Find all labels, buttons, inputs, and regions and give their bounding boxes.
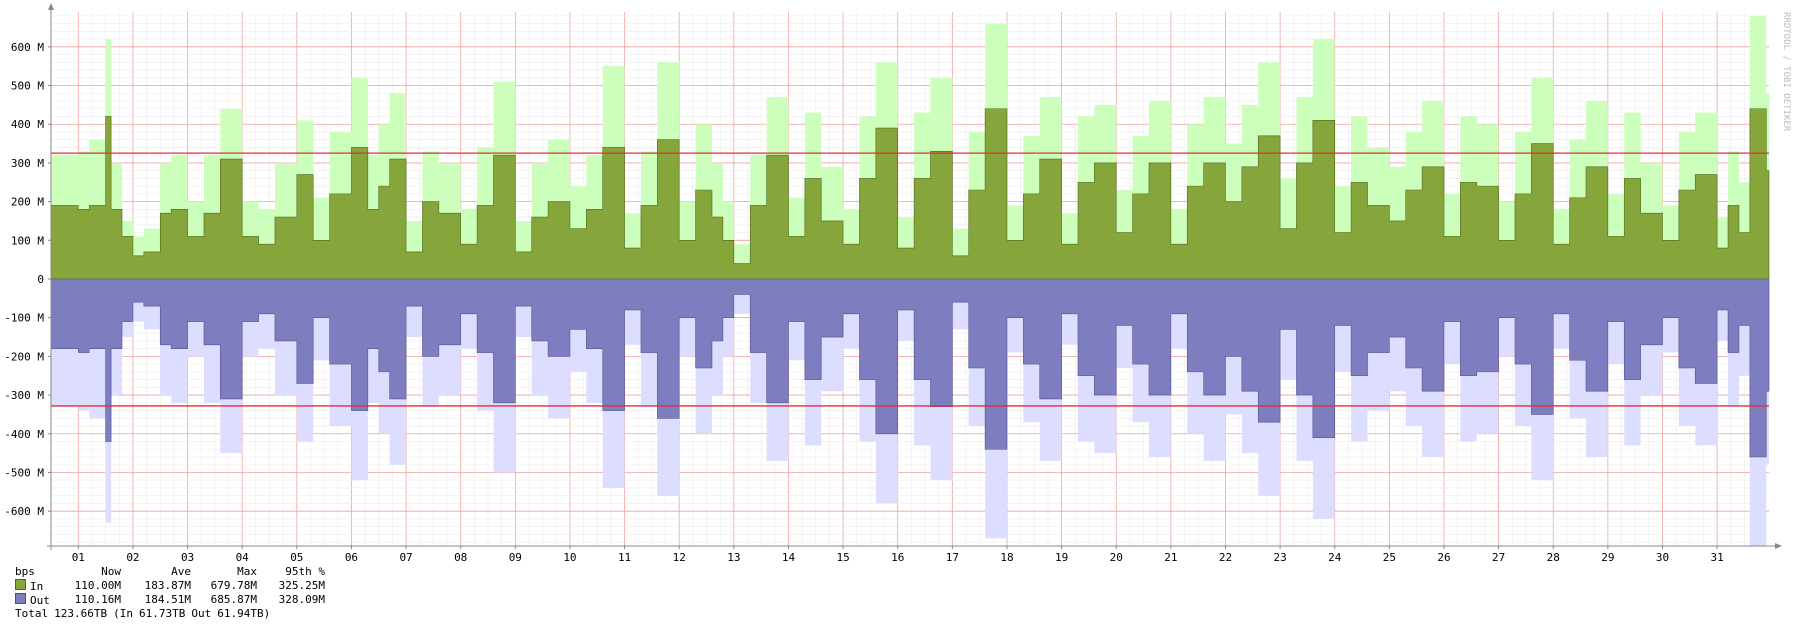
x-tick-label: 22 bbox=[1219, 551, 1232, 564]
y-axis-arrow bbox=[48, 3, 54, 10]
x-tick-label: 03 bbox=[181, 551, 194, 564]
x-tick-label: 17 bbox=[946, 551, 959, 564]
legend-in-p95: 325.25M bbox=[278, 579, 325, 592]
x-tick-label: 01 bbox=[72, 551, 85, 564]
y-tick-label: -600 M bbox=[4, 505, 44, 518]
legend-max-header: Max bbox=[237, 565, 257, 578]
y-tick-label: -500 M bbox=[4, 466, 44, 479]
legend-out-max: 685.87M bbox=[210, 593, 257, 606]
x-tick-label: 14 bbox=[782, 551, 796, 564]
x-tick-label: 23 bbox=[1273, 551, 1286, 564]
x-tick-label: 27 bbox=[1492, 551, 1505, 564]
legend-in-now: 110.00M bbox=[74, 579, 121, 592]
x-tick-label: 29 bbox=[1601, 551, 1614, 564]
legend: bps Now Ave Max 95th % In 110.00M 183.87… bbox=[15, 565, 325, 621]
x-tick-label: 24 bbox=[1328, 551, 1342, 564]
legend-total-out-label: Out bbox=[191, 607, 212, 620]
series-in-area bbox=[50, 108, 1770, 280]
x-tick-label: 11 bbox=[618, 551, 631, 564]
x-tick-label: 21 bbox=[1164, 551, 1177, 564]
legend-unit: bps bbox=[15, 565, 35, 578]
legend-total-in-value: 61.73TB bbox=[138, 607, 186, 620]
x-tick-label: 30 bbox=[1656, 551, 1669, 564]
legend-out-swatch bbox=[15, 592, 26, 604]
y-tick-label: 100 M bbox=[11, 234, 44, 247]
legend-total: Total 123.66TB (In 61.73TB Out 61.94TB) bbox=[15, 607, 325, 621]
legend-out-ave: 184.51M bbox=[144, 593, 191, 606]
y-tick-label: 200 M bbox=[11, 196, 44, 209]
legend-ave-header: Ave bbox=[171, 565, 191, 578]
x-tick-label: 15 bbox=[836, 551, 849, 564]
y-tick-label: 400 M bbox=[11, 118, 44, 131]
x-tick-label: 12 bbox=[673, 551, 686, 564]
rrdtool-watermark: RRDTOOL / TOBI OETIKER bbox=[1781, 12, 1791, 132]
x-tick-label: 02 bbox=[126, 551, 139, 564]
legend-out-label: Out bbox=[30, 593, 50, 607]
y-axis-ticks: 600 M 500 M 400 M 300 M 200 M 100 M 0 -100 M -20… bbox=[4, 41, 51, 518]
chart-areas bbox=[50, 15, 1770, 546]
x-tick-label: 20 bbox=[1110, 551, 1123, 564]
y-tick-label: -100 M bbox=[4, 312, 44, 325]
x-tick-label: 06 bbox=[345, 551, 358, 564]
y-tick-label: 600 M bbox=[11, 41, 44, 54]
x-axis-ticks: 01 02 03 04 05 06 07 08 09 10 11 12 13 14 15 16 17 18 19 20… bbox=[72, 546, 1724, 564]
legend-total-value: 123.66TB bbox=[54, 607, 108, 620]
x-tick-label: 19 bbox=[1055, 551, 1068, 564]
x-tick-label: 16 bbox=[891, 551, 904, 564]
x-tick-label: 31 bbox=[1710, 551, 1723, 564]
legend-row-in: In 110.00M 183.87M 679.78M 325.25M bbox=[15, 578, 325, 593]
x-axis-arrow bbox=[1775, 543, 1782, 549]
legend-p95-header: 95th % bbox=[285, 565, 325, 578]
chart-axes bbox=[47, 3, 1782, 550]
x-tick-label: 10 bbox=[563, 551, 576, 564]
legend-header: bps Now Ave Max 95th % bbox=[15, 565, 325, 579]
x-tick-label: 05 bbox=[290, 551, 303, 564]
legend-total-label: Total bbox=[15, 607, 49, 620]
y-tick-label: 500 M bbox=[11, 80, 44, 93]
legend-total-in-label: (In bbox=[113, 607, 133, 620]
legend-in-max: 679.78M bbox=[210, 579, 257, 592]
legend-in-ave: 183.87M bbox=[144, 579, 191, 592]
x-tick-label: 18 bbox=[1000, 551, 1013, 564]
legend-out-p95: 328.09M bbox=[278, 593, 325, 606]
x-tick-label: 08 bbox=[454, 551, 467, 564]
legend-in-label: In bbox=[30, 579, 44, 593]
x-tick-label: 09 bbox=[509, 551, 522, 564]
legend-row-out: Out 110.16M 184.51M 685.87M 328.09M bbox=[15, 592, 325, 607]
x-tick-label: 25 bbox=[1383, 551, 1396, 564]
percentile-lines bbox=[51, 152, 1769, 407]
legend-now-header: Now bbox=[101, 565, 121, 578]
x-tick-label: 28 bbox=[1547, 551, 1560, 564]
legend-out-now: 110.16M bbox=[74, 593, 121, 606]
y-tick-label: -300 M bbox=[4, 389, 44, 402]
y-tick-label: -200 M bbox=[4, 350, 44, 363]
legend-total-out-value: 61.94TB) bbox=[217, 607, 271, 620]
x-tick-label: 04 bbox=[236, 551, 250, 564]
x-tick-label: 13 bbox=[727, 551, 740, 564]
y-tick-label: 300 M bbox=[11, 157, 44, 170]
series-out-area bbox=[50, 278, 1770, 458]
y-tick-label: -400 M bbox=[4, 428, 44, 441]
y-tick-label: 0 bbox=[37, 273, 44, 286]
legend-in-swatch bbox=[15, 578, 26, 590]
x-tick-label: 07 bbox=[399, 551, 412, 564]
x-tick-label: 26 bbox=[1437, 551, 1450, 564]
